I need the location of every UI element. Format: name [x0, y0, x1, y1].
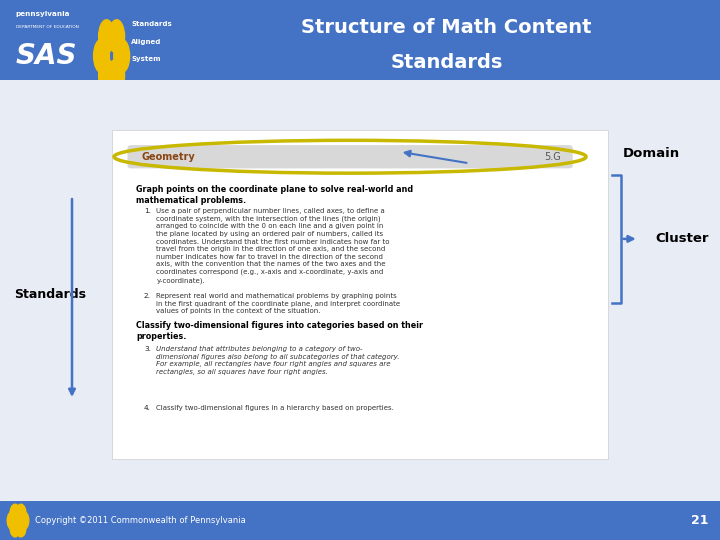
- Text: Aligned: Aligned: [131, 38, 161, 45]
- FancyBboxPatch shape: [127, 145, 572, 168]
- Text: 21: 21: [691, 514, 708, 527]
- Text: Classify two-dimensional figures into categories based on their
properties.: Classify two-dimensional figures into ca…: [137, 321, 423, 341]
- Text: 4.: 4.: [144, 405, 150, 411]
- Text: 1.: 1.: [144, 208, 150, 214]
- Text: 3.: 3.: [144, 346, 150, 352]
- Text: Domain: Domain: [623, 147, 680, 160]
- Text: Understand that attributes belonging to a category of two-
dimensional figures a: Understand that attributes belonging to …: [156, 346, 400, 375]
- Text: Structure of Math Content: Structure of Math Content: [301, 18, 592, 37]
- Text: SAS: SAS: [16, 42, 77, 70]
- Text: Geometry: Geometry: [141, 152, 195, 162]
- Text: Standards: Standards: [131, 21, 172, 27]
- Ellipse shape: [109, 58, 125, 92]
- Ellipse shape: [10, 519, 20, 537]
- Text: Represent real world and mathematical problems by graphing points
in the first q: Represent real world and mathematical pr…: [156, 293, 400, 314]
- Text: DEPARTMENT OF EDUCATION: DEPARTMENT OF EDUCATION: [16, 25, 78, 29]
- Ellipse shape: [19, 511, 29, 530]
- Ellipse shape: [16, 519, 26, 537]
- Text: Graph points on the coordinate plane to solve real-world and
mathematical proble: Graph points on the coordinate plane to …: [137, 185, 413, 205]
- Ellipse shape: [99, 20, 114, 53]
- Ellipse shape: [16, 504, 26, 522]
- Text: 5.G: 5.G: [544, 152, 561, 162]
- Ellipse shape: [114, 39, 130, 73]
- Ellipse shape: [10, 504, 20, 522]
- Ellipse shape: [7, 511, 17, 530]
- Text: System: System: [131, 56, 161, 62]
- Text: Standards: Standards: [390, 53, 503, 72]
- Text: Standards: Standards: [14, 288, 86, 301]
- Ellipse shape: [99, 58, 114, 92]
- Text: 2.: 2.: [144, 293, 150, 299]
- Text: Cluster: Cluster: [655, 232, 708, 245]
- Ellipse shape: [94, 39, 109, 73]
- Text: pennsylvania: pennsylvania: [16, 11, 71, 17]
- Text: Classify two-dimensional figures in a hierarchy based on properties.: Classify two-dimensional figures in a hi…: [156, 405, 394, 411]
- FancyBboxPatch shape: [112, 131, 608, 459]
- Text: Use a pair of perpendicular number lines, called axes, to define a
coordinate sy: Use a pair of perpendicular number lines…: [156, 208, 390, 284]
- Ellipse shape: [109, 20, 125, 53]
- Text: Copyright ©2011 Commonwealth of Pennsylvania: Copyright ©2011 Commonwealth of Pennsylv…: [35, 516, 246, 525]
